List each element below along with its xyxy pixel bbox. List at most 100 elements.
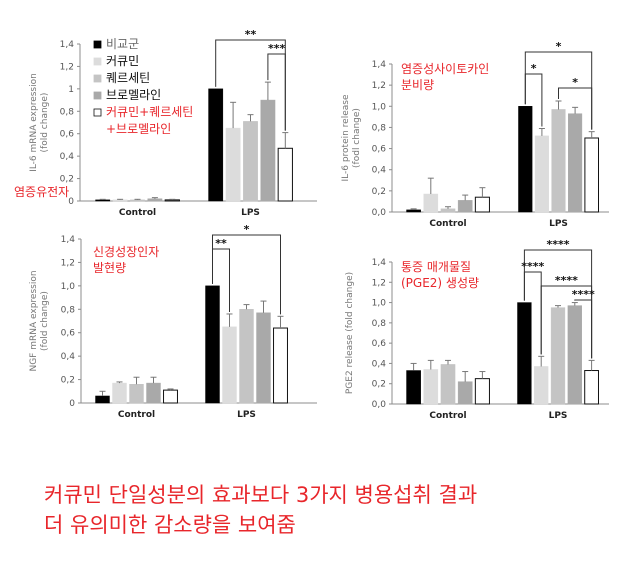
significance-bracket: [267, 53, 286, 131]
y-axis-title-line1: IL-6 protein release: [341, 94, 351, 181]
chart-annotation: (PGE2) 생성량: [401, 276, 479, 290]
x-category-label: Control: [118, 410, 155, 420]
y-tick-label: 1,2: [61, 258, 75, 268]
bar: [551, 109, 566, 213]
bar: [584, 137, 600, 213]
chart-annotation: 통증 매개물질: [401, 260, 471, 274]
bar: [129, 384, 144, 404]
significance-marker: **: [215, 237, 227, 250]
bar: [147, 198, 163, 202]
y-tick-label: 0,8: [60, 107, 75, 117]
significance-marker: *: [572, 76, 578, 89]
y-axis-title-line1: PGE2 release (fold change): [345, 272, 355, 394]
bar: [146, 382, 161, 404]
y-tick-label: 1,0: [372, 299, 387, 309]
y-tick-label: 0,8: [372, 319, 387, 329]
legend-swatch: [93, 40, 102, 49]
legend-swatch: [93, 91, 102, 100]
chart-annotation: 분비량: [401, 78, 434, 92]
y-tick-label: 0: [68, 197, 74, 207]
y-axis-title: PGE2 release (fold change): [345, 272, 355, 394]
y-tick-label: 1,0: [372, 102, 387, 112]
y-tick-label: 0,2: [61, 376, 75, 386]
bar: [457, 200, 473, 213]
y-tick-label: 0,2: [60, 175, 74, 185]
legend-swatch: [93, 108, 102, 117]
bar: [225, 127, 241, 202]
caption: 커큐민 단일성분의 효과보다 3가지 병용섭취 결과 더 유의미한 감소량을 보…: [44, 480, 604, 540]
y-tick-label: 0,6: [61, 329, 76, 339]
chart-annotation: 염증성사이토카인: [401, 62, 489, 76]
legend-label: +브로멜라인: [106, 122, 171, 136]
y-tick-label: 0,0: [372, 400, 387, 410]
bar: [423, 369, 439, 405]
bar: [277, 147, 293, 202]
bar: [440, 208, 456, 213]
y-axis-title-line1: NGF mRNA expression: [29, 270, 39, 371]
x-category-label: Control: [429, 411, 466, 421]
y-tick-label: 0,8: [61, 305, 76, 315]
significance-marker: *: [556, 40, 562, 53]
y-tick-label: 0,4: [372, 359, 387, 369]
bar: [163, 389, 178, 404]
y-tick-label: 0,4: [372, 166, 387, 176]
y-tick-label: 0,6: [372, 145, 387, 155]
y-axis-title-line2: (fold change): [40, 291, 50, 351]
bar: [256, 312, 271, 404]
bar: [423, 193, 439, 213]
y-axis-title: NGF mRNA expression(fold change): [29, 270, 50, 371]
y-tick-label: 1,4: [60, 40, 75, 50]
bar: [95, 395, 110, 404]
y-tick-label: 0,2: [372, 187, 386, 197]
bar: [205, 285, 220, 404]
bar: [243, 121, 258, 202]
y-tick-label: 0,4: [60, 152, 75, 162]
bar: [406, 209, 421, 213]
bar: [474, 378, 490, 405]
y-tick-label: 0,4: [61, 352, 76, 362]
y-tick-label: 1: [68, 85, 74, 95]
bar: [440, 364, 456, 405]
x-category-label: LPS: [549, 411, 568, 421]
x-category-label: LPS: [549, 219, 568, 229]
y-axis-title: IL-6 mRNA expression(fold change): [29, 73, 50, 172]
bar: [260, 99, 276, 202]
bar: [534, 366, 549, 405]
caption-line-1: 커큐민 단일성분의 효과보다 3가지 병용섭취 결과: [44, 483, 478, 507]
y-tick-label: 1,2: [372, 278, 386, 288]
x-category-label: LPS: [241, 208, 260, 218]
y-axis-title: IL-6 protein release(fodl change): [341, 94, 362, 181]
x-category-label: LPS: [237, 410, 256, 420]
bar: [550, 307, 566, 405]
significance-bracket: [558, 87, 593, 130]
charts-group: 0 0,2 0,4 0,6 0,8 1 1,2 1,4 IL-6 mRNA expression…: [14, 28, 609, 421]
significance-marker: ***: [268, 42, 286, 55]
legend-swatch: [93, 74, 102, 83]
significance-marker: ****: [572, 288, 595, 301]
y-tick-label: 1,4: [372, 60, 387, 70]
legend-swatch: [93, 57, 102, 66]
chart-panel-2: 0,0 0,2 0,4 0,6 0,8 1,0 1,2 1,4 IL-6 protein rel…: [341, 40, 609, 229]
y-tick-label: 0,6: [60, 130, 75, 140]
legend-label: 퀘르세틴: [106, 71, 150, 85]
bar: [517, 302, 532, 405]
significance-bracket: [212, 248, 230, 312]
bar: [584, 370, 599, 405]
significance-marker: **: [245, 28, 257, 41]
legend-label: 브로멜라인: [106, 88, 161, 102]
caption-line-2: 더 유의미한 감소량을 보여줌: [44, 513, 296, 537]
significance-marker: ****: [555, 274, 578, 287]
bar: [273, 327, 288, 404]
significance-bracket: [524, 73, 543, 127]
y-tick-label: 1,0: [61, 282, 76, 292]
y-tick-label: 0,0: [372, 208, 387, 218]
bar: [534, 135, 549, 213]
bar: [130, 199, 145, 202]
chart-panel-1: 0 0,2 0,4 0,6 0,8 1 1,2 1,4 IL-6 mRNA expression…: [14, 28, 317, 218]
significance-marker: *: [531, 62, 537, 75]
bar: [474, 196, 490, 213]
bar: [164, 199, 180, 202]
y-tick-label: 0,6: [372, 339, 387, 349]
